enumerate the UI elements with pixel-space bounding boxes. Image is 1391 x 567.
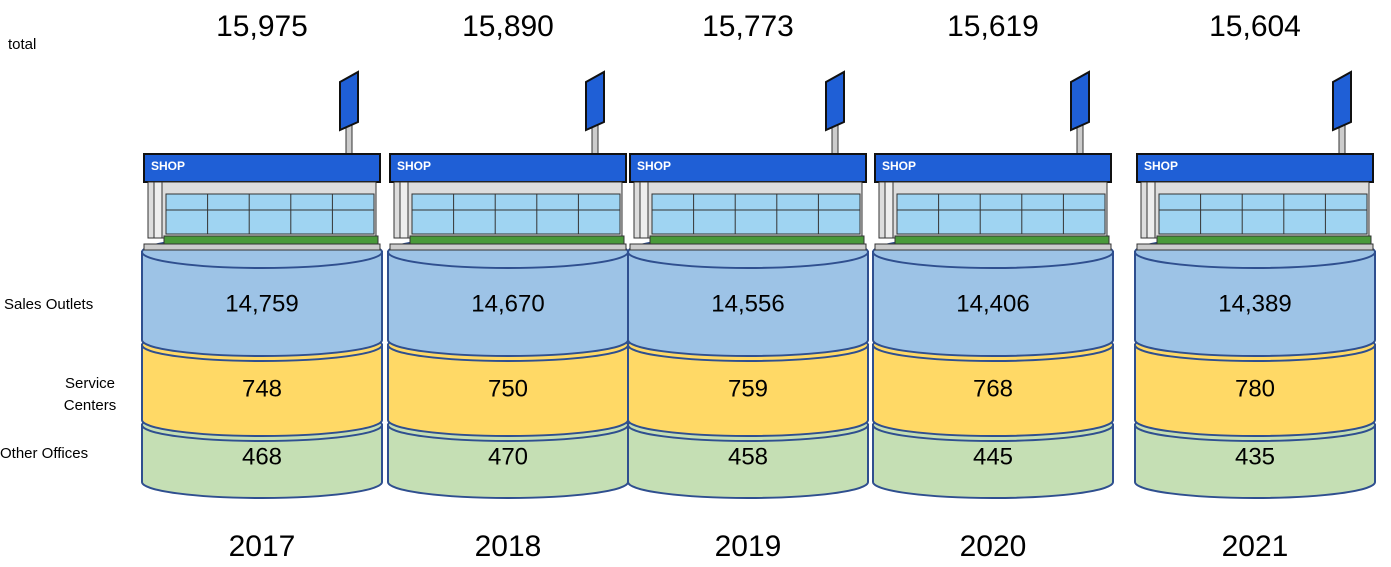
total-value: 15,604 bbox=[1209, 10, 1301, 43]
shop-base bbox=[875, 244, 1111, 250]
shop-window bbox=[1159, 194, 1367, 234]
service-value: 768 bbox=[973, 375, 1013, 402]
year-label: 2021 bbox=[1222, 530, 1289, 563]
total-value: 15,619 bbox=[947, 10, 1039, 43]
shop-pillar bbox=[400, 182, 408, 238]
shop-pillar bbox=[1147, 182, 1155, 238]
sales-value: 14,759 bbox=[225, 290, 298, 317]
shop-sign: SHOP bbox=[637, 159, 671, 173]
sales-value: 14,389 bbox=[1218, 290, 1291, 317]
year-label: 2019 bbox=[715, 530, 782, 563]
total-value: 15,890 bbox=[462, 10, 554, 43]
shop-base bbox=[630, 244, 866, 250]
shop-pillar bbox=[154, 182, 162, 238]
sales-value: 14,670 bbox=[471, 290, 544, 317]
service-value: 780 bbox=[1235, 375, 1275, 402]
shop-window bbox=[412, 194, 620, 234]
shop-window bbox=[166, 194, 374, 234]
shop-sign: SHOP bbox=[1144, 159, 1178, 173]
sales-value: 14,556 bbox=[711, 290, 784, 317]
total-value: 15,975 bbox=[216, 10, 308, 43]
year-label: 2017 bbox=[229, 530, 296, 563]
shop-sign: SHOP bbox=[151, 159, 185, 173]
year-label: 2020 bbox=[960, 530, 1027, 563]
total-value: 15,773 bbox=[702, 10, 794, 43]
service-value: 748 bbox=[242, 375, 282, 402]
sign-board bbox=[826, 72, 844, 130]
other-value: 435 bbox=[1235, 443, 1275, 470]
sales-value: 14,406 bbox=[956, 290, 1029, 317]
sign-board bbox=[1333, 72, 1351, 130]
service-value: 759 bbox=[728, 375, 768, 402]
sign-board bbox=[1071, 72, 1089, 130]
shop-base bbox=[144, 244, 380, 250]
shop-base bbox=[390, 244, 626, 250]
other-value: 458 bbox=[728, 443, 768, 470]
infographic: 15,975 14,759 748 468 2017 SHOP 15,890 14,670 75… bbox=[0, 0, 1391, 567]
sign-board bbox=[586, 72, 604, 130]
sign-board bbox=[340, 72, 358, 130]
shop-window bbox=[897, 194, 1105, 234]
year-label: 2018 bbox=[475, 530, 542, 563]
shop-window bbox=[652, 194, 860, 234]
shop-sign: SHOP bbox=[397, 159, 431, 173]
other-value: 470 bbox=[488, 443, 528, 470]
page: total Sales Outlets Service Centers Othe… bbox=[0, 0, 1391, 567]
service-value: 750 bbox=[488, 375, 528, 402]
shop-base bbox=[1137, 244, 1373, 250]
shop-sign: SHOP bbox=[882, 159, 916, 173]
other-value: 445 bbox=[973, 443, 1013, 470]
other-value: 468 bbox=[242, 443, 282, 470]
shop-pillar bbox=[640, 182, 648, 238]
shop-pillar bbox=[885, 182, 893, 238]
